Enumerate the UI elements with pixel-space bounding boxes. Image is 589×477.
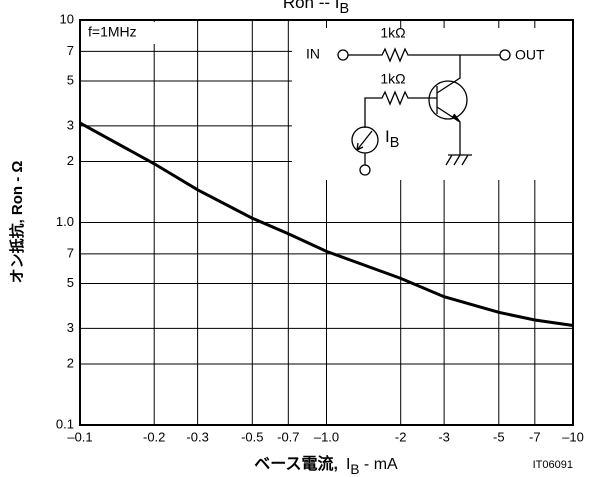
- source-label: IB: [385, 127, 399, 150]
- x-tick-label: -0.5: [241, 429, 263, 444]
- y-tick-label: 3: [67, 117, 74, 132]
- y-tick-label: 5: [67, 275, 74, 290]
- x-tick-label: -0.3: [186, 429, 208, 444]
- y-tick-label: 5: [67, 72, 74, 87]
- y-tick-label: 10: [60, 11, 74, 26]
- subscript: B: [340, 1, 350, 17]
- x-tick-label: -0.2: [143, 429, 165, 444]
- subscript: B: [390, 135, 400, 151]
- y-tick-label: 7: [67, 245, 74, 260]
- x-tick-label: –0.1: [67, 429, 92, 444]
- x-axis-label: ベース電流, IB - mA: [254, 454, 398, 476]
- plot-frame: [79, 19, 574, 426]
- y-tick-label: 2: [67, 355, 74, 370]
- data-line: [79, 121, 574, 327]
- y-tick-label: 3: [67, 320, 74, 335]
- x-tick-label: –1.0: [314, 429, 339, 444]
- text-part: I: [385, 127, 390, 146]
- resistor-label: 1kΩ: [380, 71, 405, 87]
- y-tick-label: 0.1: [56, 416, 74, 431]
- y-tick-label: 2: [67, 153, 74, 168]
- x-tick-label: -0.7: [277, 429, 299, 444]
- y-axis-label: オン抵抗, Ron - Ω: [8, 161, 26, 284]
- circuit: [337, 47, 511, 176]
- subscript: B: [350, 462, 359, 477]
- x-tick-label: –10: [562, 429, 584, 444]
- x-tick-label: -7: [529, 429, 541, 444]
- x-tick-label: -2: [395, 429, 407, 444]
- text-part: - mA: [359, 456, 398, 473]
- condition-background: [82, 22, 170, 44]
- figure-code: IT06091: [533, 459, 573, 471]
- text-part: I: [346, 456, 350, 473]
- chart-title: Ron -- IB: [283, 0, 349, 17]
- resistor-label: 1kΩ: [380, 25, 405, 41]
- text-part: Ron -- I: [283, 0, 340, 12]
- in-label: IN: [306, 46, 320, 62]
- condition: f=1MHz: [88, 24, 137, 40]
- y-tick-label: 7: [67, 43, 74, 58]
- text-part: ベース電流,: [254, 454, 338, 473]
- x-tick-label: -5: [493, 429, 505, 444]
- out-label: OUT: [515, 47, 545, 63]
- x-tick-label: -3: [438, 429, 450, 444]
- y-tick-label: 1.0: [56, 214, 74, 229]
